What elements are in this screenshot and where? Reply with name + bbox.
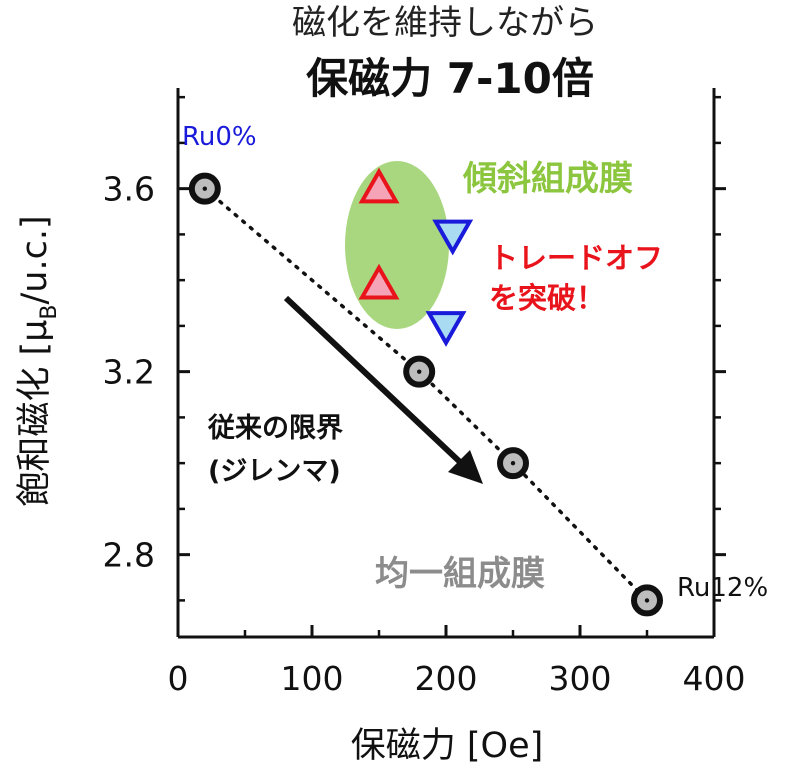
y-axis-label-subscript: B — [37, 304, 62, 319]
y-tick-label: 2.8 — [103, 536, 155, 575]
x-tick-label: 300 — [549, 659, 612, 698]
uniform-film-point-center — [202, 186, 207, 191]
graded-film-down-triangle — [425, 311, 467, 347]
chart-subtitle: 保磁力 7-10倍 — [306, 54, 594, 103]
uniform-film-label: 均一組成膜 — [375, 554, 545, 594]
uniform-film-point-center — [510, 460, 516, 466]
uniform-trend-line — [203, 186, 649, 603]
tick-label-group: 0 100 200 300 400 2.8 3.2 3.6 — [103, 170, 746, 698]
x-axis-label: 保磁力 [Oe] — [351, 726, 544, 766]
graded-film-down-triangle — [432, 219, 474, 256]
chart-title: 磁化を維持しながら — [292, 3, 598, 43]
x-tick-label: 200 — [415, 659, 478, 698]
dilemma-arrow — [283, 295, 463, 465]
ru0-label: Ru0% — [182, 122, 257, 152]
tradeoff-label-line2: を突破！ — [489, 281, 605, 315]
y-axis-label: 飽和磁化 [μB/u.c.] — [15, 215, 62, 506]
x-tick-label: 400 — [683, 659, 746, 698]
uniform-film-point-center — [417, 369, 422, 374]
graded-film-region — [345, 161, 449, 329]
x-tick-label: 0 — [168, 659, 189, 698]
dilemma-label-line2: (ジレンマ) — [208, 456, 341, 487]
graded-film-up-triangle — [358, 263, 400, 300]
y-tick-label: 3.6 — [103, 170, 155, 209]
tick-group — [176, 95, 726, 637]
x-tick-label: 100 — [281, 659, 344, 698]
y-axis-label-tail: /u.c.] — [15, 215, 55, 304]
y-tick-label: 3.2 — [103, 353, 155, 392]
uniform-film-point-center — [644, 598, 650, 603]
y-axis-label-main: 飽和磁化 [μ — [15, 320, 55, 507]
marker-group — [188, 167, 663, 617]
dilemma-label-line1: 従来の限界 — [207, 413, 343, 444]
graded-film-up-triangle — [358, 167, 400, 204]
dilemma-arrowhead — [448, 450, 483, 484]
graded-film-label: 傾斜組成膜 — [462, 159, 633, 199]
tradeoff-label-line1: トレードオフ — [489, 241, 663, 275]
ru12-label: Ru12% — [677, 573, 768, 603]
